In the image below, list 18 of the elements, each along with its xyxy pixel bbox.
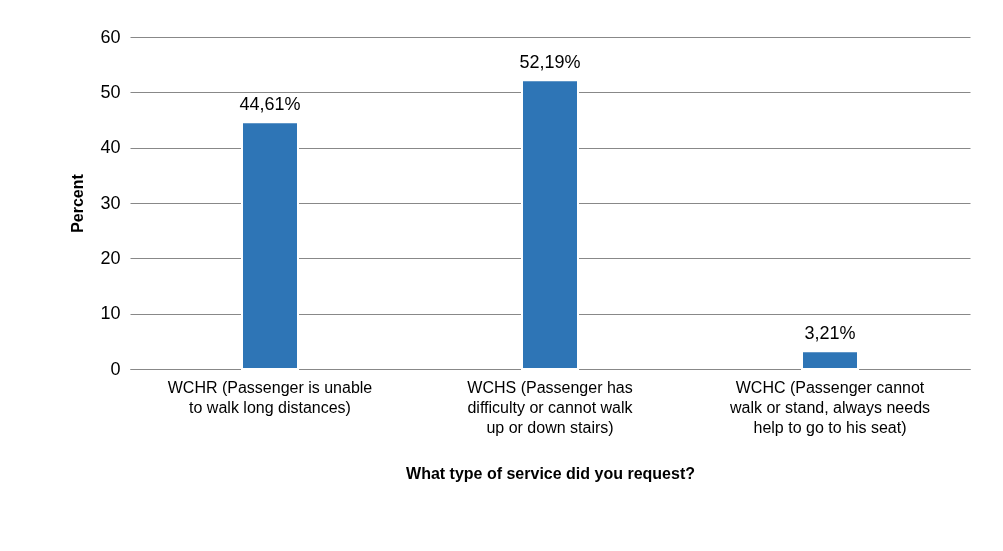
x-tick-label: WCHS (Passenger has difficulty or cannot walk up or down stairs) — [467, 378, 634, 436]
y-tick-label: 60 — [100, 26, 121, 47]
bar — [521, 79, 579, 370]
x-axis-title: What type of service did you request? — [406, 464, 695, 482]
y-tick-label: 30 — [100, 192, 121, 213]
data-label: 52,19% — [519, 52, 581, 73]
bar — [801, 350, 859, 370]
data-label: 44,61% — [239, 94, 301, 115]
y-tick-label: 10 — [100, 303, 121, 324]
y-tick-label: 0 — [110, 358, 121, 379]
y-tick-label: 50 — [100, 81, 121, 102]
y-tick-label: 40 — [100, 137, 121, 158]
y-axis-title: Percent — [69, 173, 87, 233]
x-tick-label: WCHR (Passenger is unable to walk long distances) — [167, 378, 373, 416]
bar — [241, 121, 299, 370]
y-tick-label: 20 — [100, 247, 121, 268]
x-tick-label: WCHC (Passenger cannot walk or stand, always needs help to go to his seat) — [728, 378, 931, 436]
data-label: 3,21% — [804, 323, 856, 344]
